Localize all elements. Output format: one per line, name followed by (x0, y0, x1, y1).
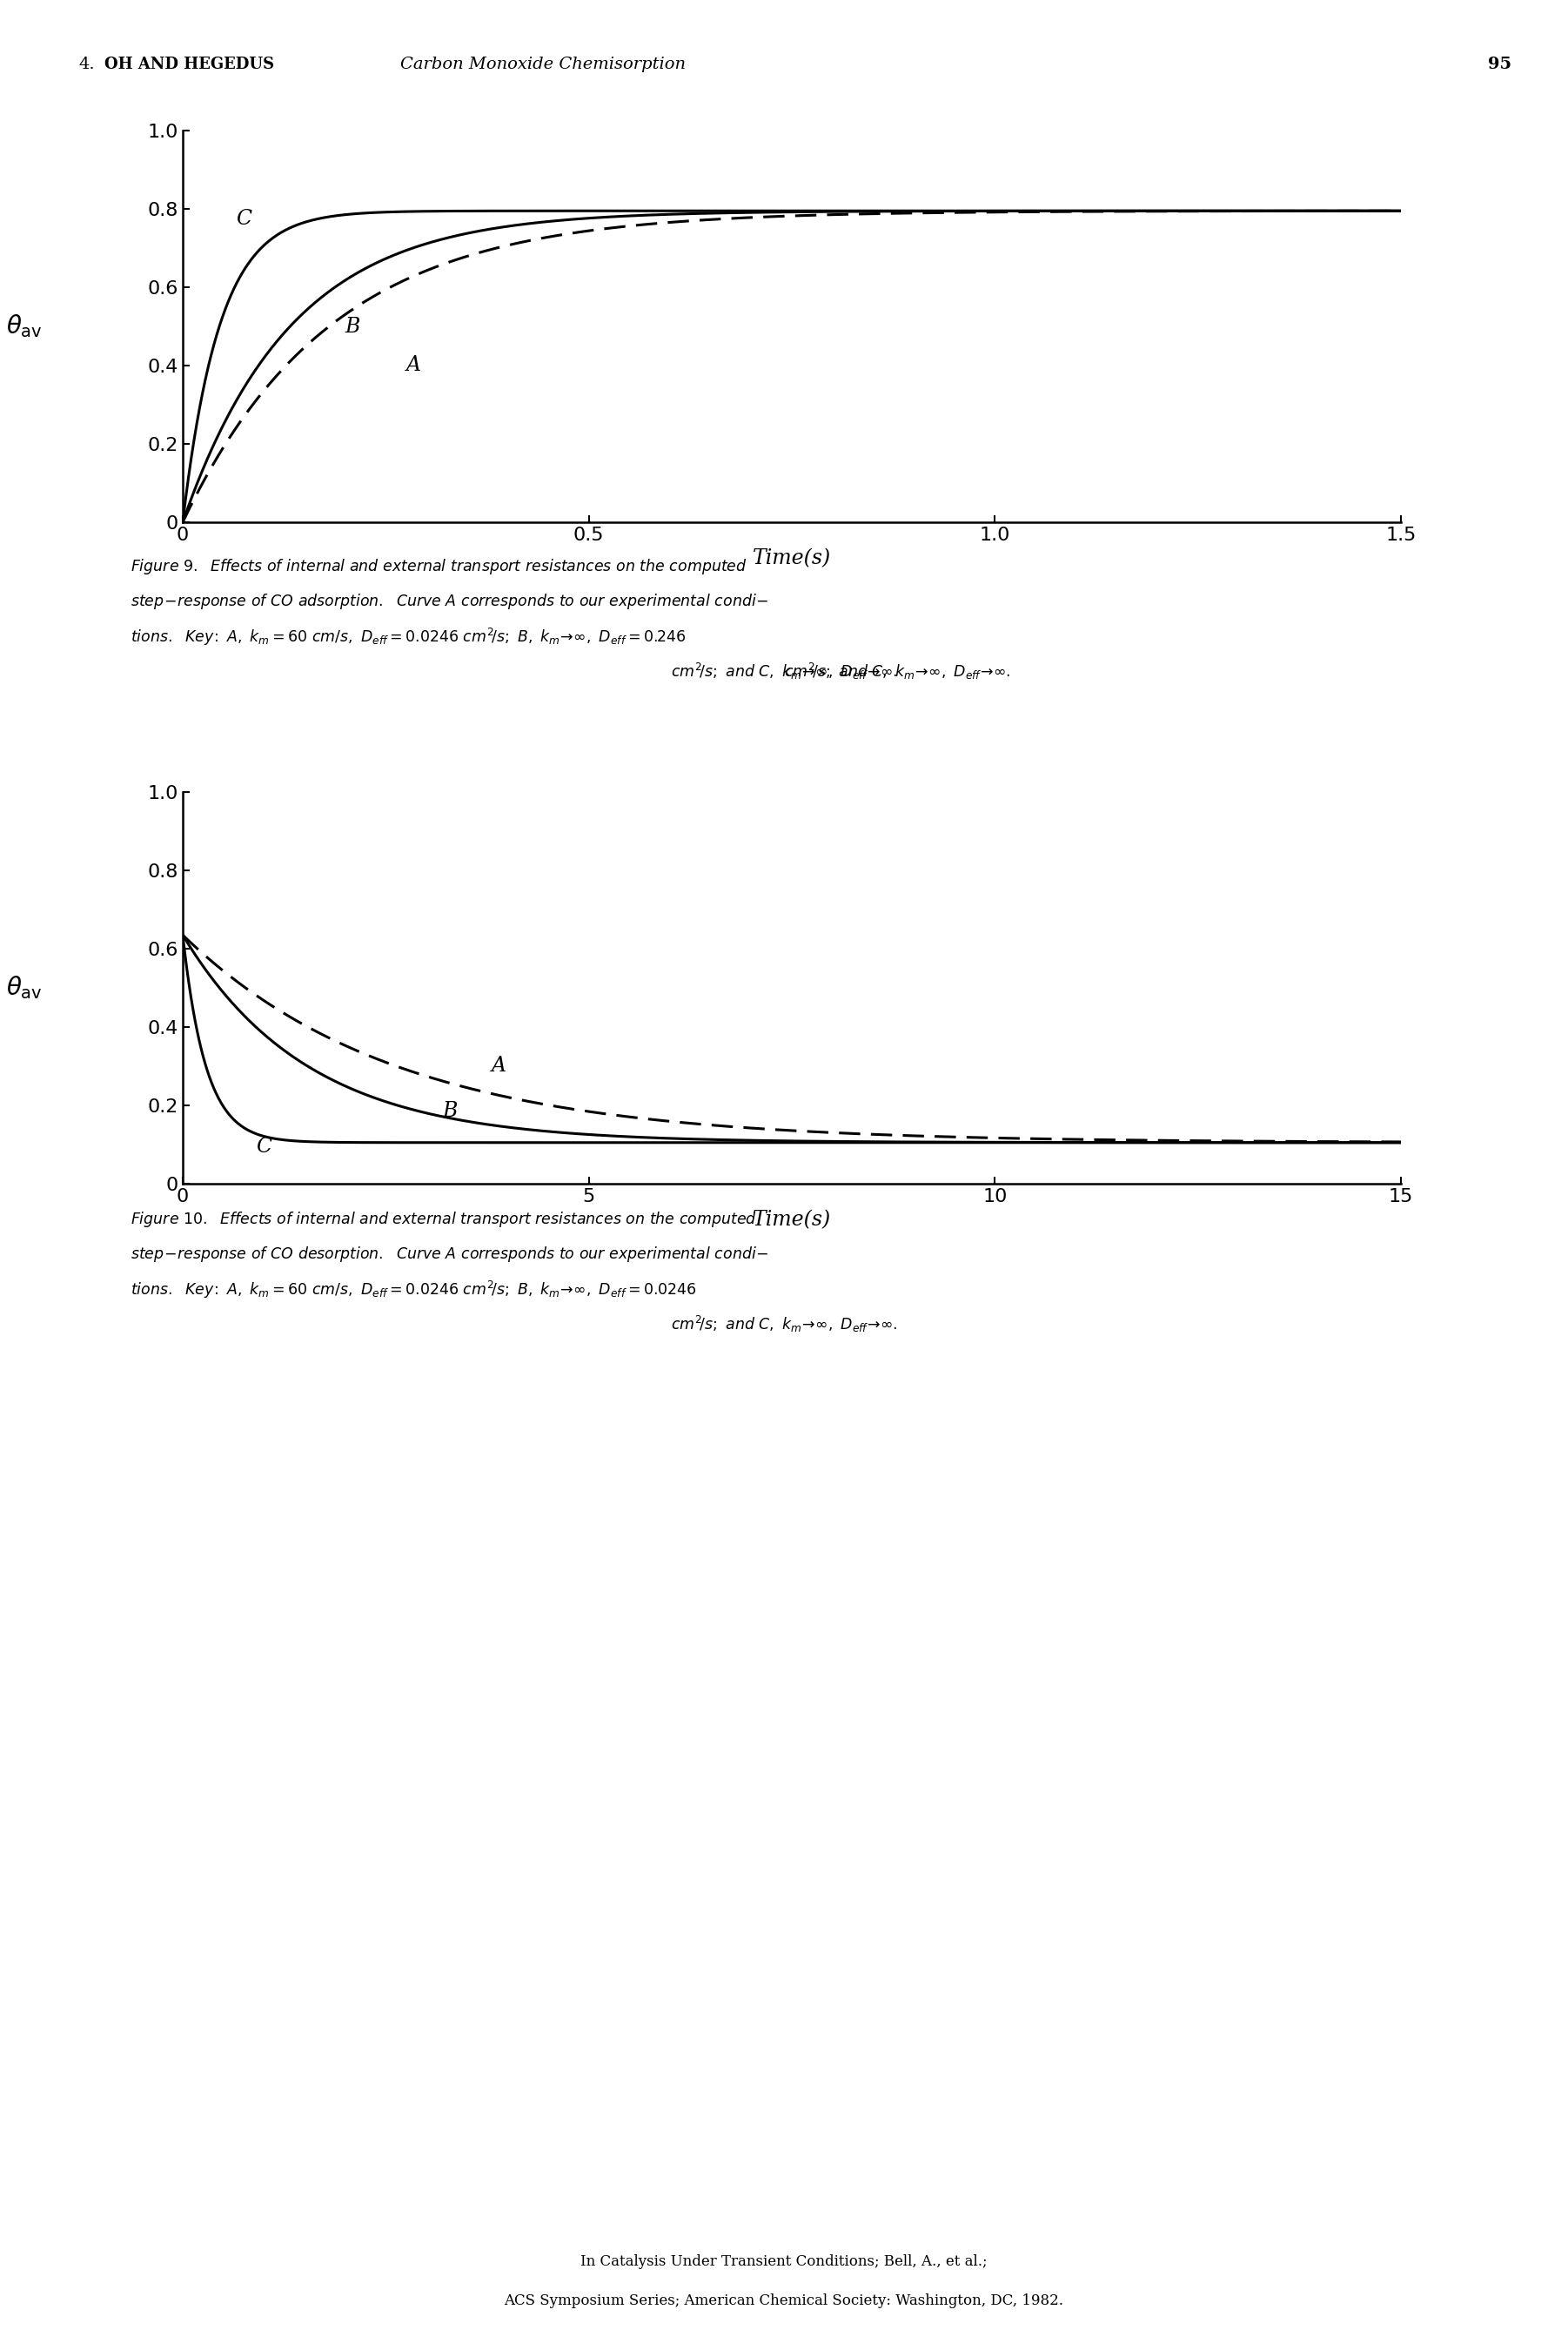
Text: $\mathit{Figure\ 9.}$  $\mathit{Effects\ of\ internal\ and\ external\ transport\: $\mathit{Figure\ 9.}$ $\mathit{Effects\ … (130, 557, 748, 576)
Text: In Catalysis Under Transient Conditions; Bell, A., et al.;: In Catalysis Under Transient Conditions;… (580, 2254, 988, 2270)
Text: $\mathit{cm^2\!/s;\ and\ C,\ k_m \!\rightarrow\! \infty,\ D_{eff} \!\rightarrow\: $\mathit{cm^2\!/s;\ and\ C,\ k_m \!\righ… (671, 660, 897, 681)
Text: $\mathit{step\!-\!response\ of\ CO\ desorption.\ \ Curve\ A\ corresponds\ to\ ou: $\mathit{step\!-\!response\ of\ CO\ deso… (130, 1246, 768, 1264)
Text: A: A (491, 1055, 506, 1076)
Text: $\mathit{tions.\ \ Key\!:\ A,\ k_m = 60\ cm/s,\ D_{eff} = 0.0246\ cm^2\!/s;\ B,\: $\mathit{tions.\ \ Key\!:\ A,\ k_m = 60\… (130, 627, 687, 649)
Text: ACS Symposium Series; American Chemical Society: Washington, DC, 1982.: ACS Symposium Series; American Chemical … (505, 2294, 1063, 2308)
Text: $\mathit{cm^2\!/s;\ and\ C,\ k_m \!\rightarrow\! \infty,\ D_{eff} \!\rightarrow\: $\mathit{cm^2\!/s;\ and\ C,\ k_m \!\righ… (671, 1314, 897, 1335)
Text: C: C (256, 1137, 271, 1156)
X-axis label: Time(s): Time(s) (753, 548, 831, 569)
Text: $\mathit{Figure\ 10.\ \ Effects\ of\ internal\ and\ external\ transport\ resista: $\mathit{Figure\ 10.\ \ Effects\ of\ int… (130, 1210, 757, 1229)
Text: Carbon Monoxide Chemisorption: Carbon Monoxide Chemisorption (400, 56, 685, 73)
Text: $\theta_{\rm av}$: $\theta_{\rm av}$ (6, 313, 42, 341)
Text: C: C (235, 209, 251, 228)
Text: $\mathit{cm^2\!/s;\ and\ C,\ k_m \!\rightarrow\! \infty,\ D_{eff} \!\rightarrow\: $\mathit{cm^2\!/s;\ and\ C,\ k_m \!\righ… (784, 660, 1010, 681)
Text: B: B (442, 1102, 458, 1121)
Text: $\theta_{\rm av}$: $\theta_{\rm av}$ (6, 975, 42, 1001)
Text: OH AND HEGEDUS: OH AND HEGEDUS (105, 56, 274, 73)
Text: $\mathit{step\!-\!response\ of\ CO\ adsorption.\ \ Curve\ A\ corresponds\ to\ ou: $\mathit{step\!-\!response\ of\ CO\ adso… (130, 592, 768, 611)
X-axis label: Time(s): Time(s) (753, 1210, 831, 1229)
Text: 4.: 4. (78, 56, 94, 73)
Text: A: A (406, 355, 420, 376)
Text: $\mathit{tions.\ \ Key\!:\ A,\ k_m = 60\ cm/s,\ D_{eff} = 0.0246\ cm^2\!/s;\ B,\: $\mathit{tions.\ \ Key\!:\ A,\ k_m = 60\… (130, 1278, 696, 1300)
Text: B: B (345, 317, 361, 336)
Text: 95: 95 (1488, 56, 1512, 73)
